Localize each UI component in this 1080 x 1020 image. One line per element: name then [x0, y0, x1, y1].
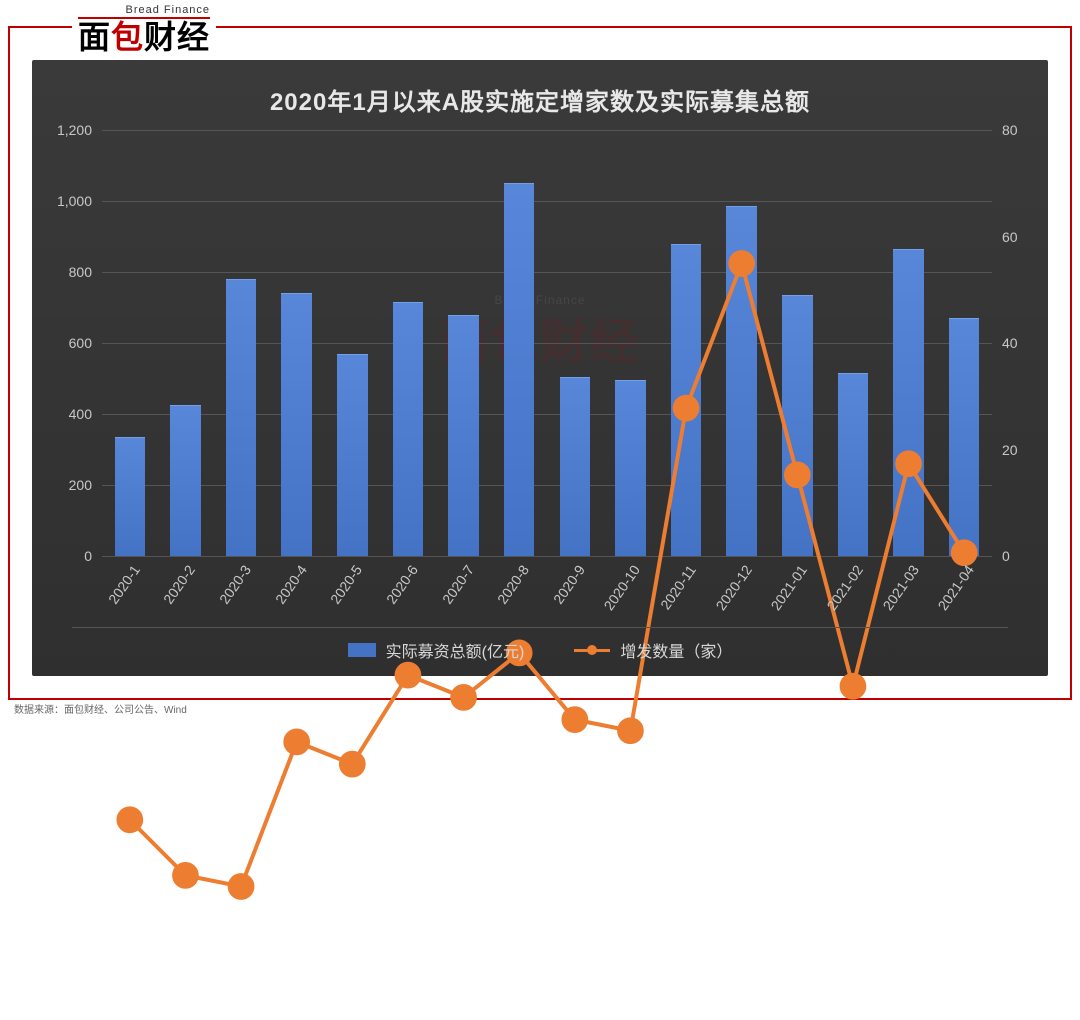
y-left-tick: 600: [69, 335, 102, 351]
legend-bar-label: 实际募资总额(亿元): [386, 638, 525, 662]
logo-subtitle: Bread Finance: [78, 4, 210, 19]
x-tick-label: 2020-12: [712, 562, 755, 613]
x-tick-label: 2020-10: [601, 562, 644, 613]
x-tick-label: 2020-8: [494, 562, 532, 607]
x-tick-label: 2020-2: [160, 562, 198, 607]
source-note: 数据来源：面包财经、公司公告、Wind: [14, 701, 187, 716]
x-tick-label: 2020-3: [216, 562, 254, 607]
plot-area: 02004006008001,0001,200020406080 2020-12…: [102, 130, 992, 556]
x-tick-label: 2021-02: [823, 562, 866, 613]
legend-item-bar: 实际募资总额(亿元): [348, 638, 525, 662]
y-right-tick: 60: [992, 229, 1018, 245]
brand-logo: Bread Finance 面包财经: [72, 4, 216, 53]
x-axis-labels: 2020-1 2020-2 2020-3 2020-4 2020-5 2020-6 2020…: [102, 556, 992, 636]
x-tick-label: 2020-11: [657, 562, 699, 612]
y-left-tick: 1,200: [57, 122, 102, 138]
x-tick-label: 2020-5: [327, 562, 365, 607]
x-tick-label: 2020-6: [383, 562, 421, 607]
x-tick-label: 2021-01: [768, 562, 811, 613]
y-right-tick: 20: [992, 442, 1018, 458]
legend-line-label: 增发数量（家）: [620, 638, 732, 662]
x-tick-label: 2020-7: [439, 562, 477, 607]
legend-line-swatch: [574, 649, 610, 652]
y-left-tick: 400: [69, 406, 102, 422]
y-left-tick: 0: [84, 548, 102, 564]
y-right-tick: 80: [992, 122, 1018, 138]
y-left-tick: 200: [69, 477, 102, 493]
y-right-tick: 0: [992, 548, 1010, 564]
y-left-tick: 1,000: [57, 193, 102, 209]
legend: 实际募资总额(亿元) 增发数量（家）: [72, 627, 1008, 662]
x-tick-label: 2020-1: [105, 562, 143, 607]
x-tick-label: 2020-9: [550, 562, 588, 607]
y-right-tick: 40: [992, 335, 1018, 351]
legend-bar-swatch: [348, 643, 376, 657]
x-tick-label: 2020-4: [272, 562, 310, 607]
logo-title: 面包财经: [78, 21, 210, 53]
y-left-tick: 800: [69, 264, 102, 280]
chart-title: 2020年1月以来A股实施定增家数及实际募集总额: [32, 82, 1048, 117]
chart-panel: 2020年1月以来A股实施定增家数及实际募集总额 Bread Finance 面…: [32, 60, 1048, 676]
x-tick-label: 2021-04: [935, 562, 978, 613]
legend-item-line: 增发数量（家）: [574, 638, 732, 662]
x-tick-label: 2021-03: [879, 562, 922, 613]
